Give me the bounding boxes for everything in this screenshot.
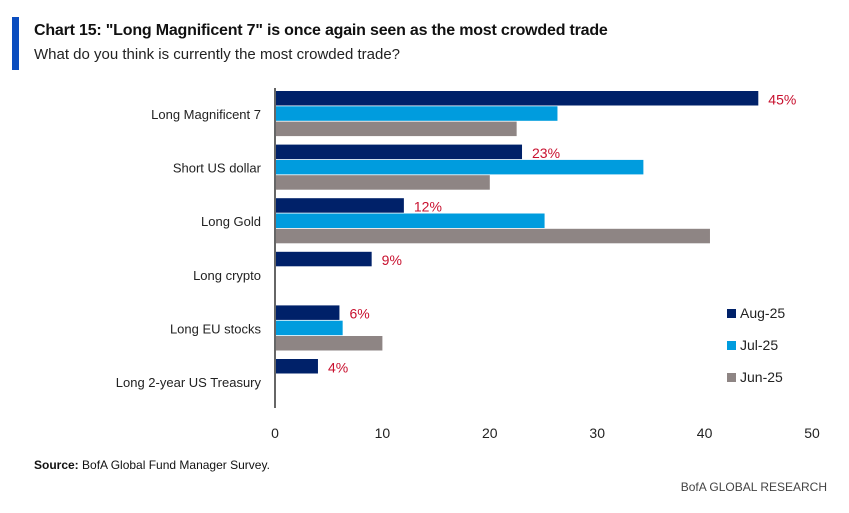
category-label-short-us-dollar: Short US dollar — [173, 161, 262, 176]
category-label-long-gold: Long Gold — [201, 214, 261, 229]
bar-short-us-dollar-jun-25 — [275, 175, 490, 190]
category-label-long-2-year-us-treasury: Long 2-year US Treasury — [116, 375, 262, 390]
category-label-long-magnificent-7: Long Magnificent 7 — [151, 107, 261, 122]
brand-label: BofA GLOBAL RESEARCH — [680, 480, 827, 494]
bar-long-magnificent-7-jun-25 — [275, 121, 517, 137]
x-tick-label-0: 0 — [271, 425, 279, 441]
bar-short-us-dollar-aug-25 — [275, 144, 523, 160]
legend-swatch-jun-25 — [727, 373, 736, 382]
x-tick-label-20: 20 — [482, 425, 498, 441]
bar-short-us-dollar-jul-25 — [275, 159, 644, 175]
chart-subtitle: What do you think is currently the most … — [34, 46, 401, 63]
x-tick-label-30: 30 — [589, 425, 605, 441]
bar-long-eu-stocks-aug-25 — [275, 305, 340, 320]
bar-long-2-year-us-treasury-aug-25 — [275, 359, 318, 374]
bar-long-gold-jun-25 — [275, 228, 710, 244]
x-tick-label-10: 10 — [375, 425, 391, 441]
legend-label-aug-25: Aug-25 — [740, 305, 785, 321]
data-label-long-crypto: 9% — [382, 252, 402, 268]
data-label-long-2-year-us-treasury: 4% — [328, 359, 348, 375]
data-label-long-eu-stocks: 6% — [349, 306, 369, 322]
bar-long-magnificent-7-aug-25 — [275, 91, 759, 106]
legend-label-jul-25: Jul-25 — [740, 337, 778, 353]
source-text: BofA Global Fund Manager Survey. — [78, 458, 270, 472]
bar-long-magnificent-7-jul-25 — [275, 106, 558, 121]
source-label: Source: — [34, 458, 79, 472]
chart-title: Chart 15: "Long Magnificent 7" is once a… — [34, 22, 608, 39]
bar-long-crypto-aug-25 — [275, 251, 372, 267]
legend-swatch-aug-25 — [727, 309, 736, 318]
bar-long-eu-stocks-jun-25 — [275, 336, 383, 351]
data-label-long-gold: 12% — [414, 199, 442, 215]
title-accent-bar — [12, 17, 19, 70]
data-label-short-us-dollar: 23% — [532, 145, 560, 161]
x-tick-label-50: 50 — [804, 425, 820, 441]
bar-long-eu-stocks-jul-25 — [275, 320, 343, 336]
bar-long-gold-jul-25 — [275, 213, 545, 228]
bar-long-gold-aug-25 — [275, 198, 404, 213]
x-tick-label-40: 40 — [697, 425, 713, 441]
legend-label-jun-25: Jun-25 — [740, 369, 783, 385]
legend-swatch-jul-25 — [727, 341, 736, 350]
category-label-long-crypto: Long crypto — [193, 268, 261, 283]
source-note: Source: BofA Global Fund Manager Survey. — [34, 458, 270, 472]
category-label-long-eu-stocks: Long EU stocks — [170, 321, 262, 336]
data-label-long-magnificent-7: 45% — [768, 91, 796, 107]
